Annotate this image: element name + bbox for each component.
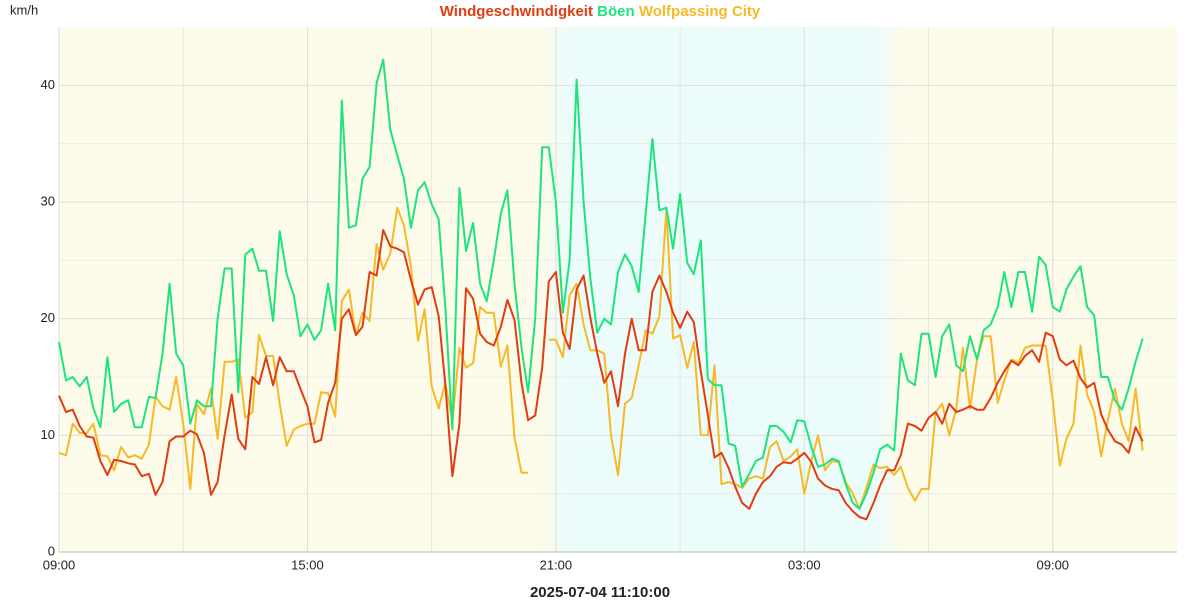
x-tick-label: 03:00 bbox=[788, 557, 821, 572]
y-tick-label: 40 bbox=[41, 77, 55, 92]
x-tick-label: 21:00 bbox=[540, 557, 573, 572]
x-tick-label: 09:00 bbox=[43, 557, 76, 572]
legend-entry: Wolfpassing City bbox=[639, 3, 761, 20]
x-tick-label: 09:00 bbox=[1037, 557, 1070, 572]
x-tick-label: 15:00 bbox=[291, 557, 324, 572]
y-axis-label: km/h bbox=[10, 2, 38, 17]
chart-title: Windgeschwindigkeit Böen Wolfpassing Cit… bbox=[440, 3, 761, 20]
timestamp: 2025-07-04 11:10:00 bbox=[530, 584, 670, 600]
legend-entry: Böen bbox=[597, 3, 635, 20]
legend-entry: Windgeschwindigkeit bbox=[440, 3, 593, 20]
y-tick-label: 0 bbox=[48, 543, 55, 558]
series-line bbox=[58, 58, 1144, 510]
y-tick-label: 20 bbox=[41, 310, 55, 325]
y-tick-label: 10 bbox=[41, 427, 55, 442]
series-line bbox=[58, 229, 1144, 521]
y-tick-label: 30 bbox=[41, 193, 55, 208]
night-band bbox=[539, 27, 904, 552]
